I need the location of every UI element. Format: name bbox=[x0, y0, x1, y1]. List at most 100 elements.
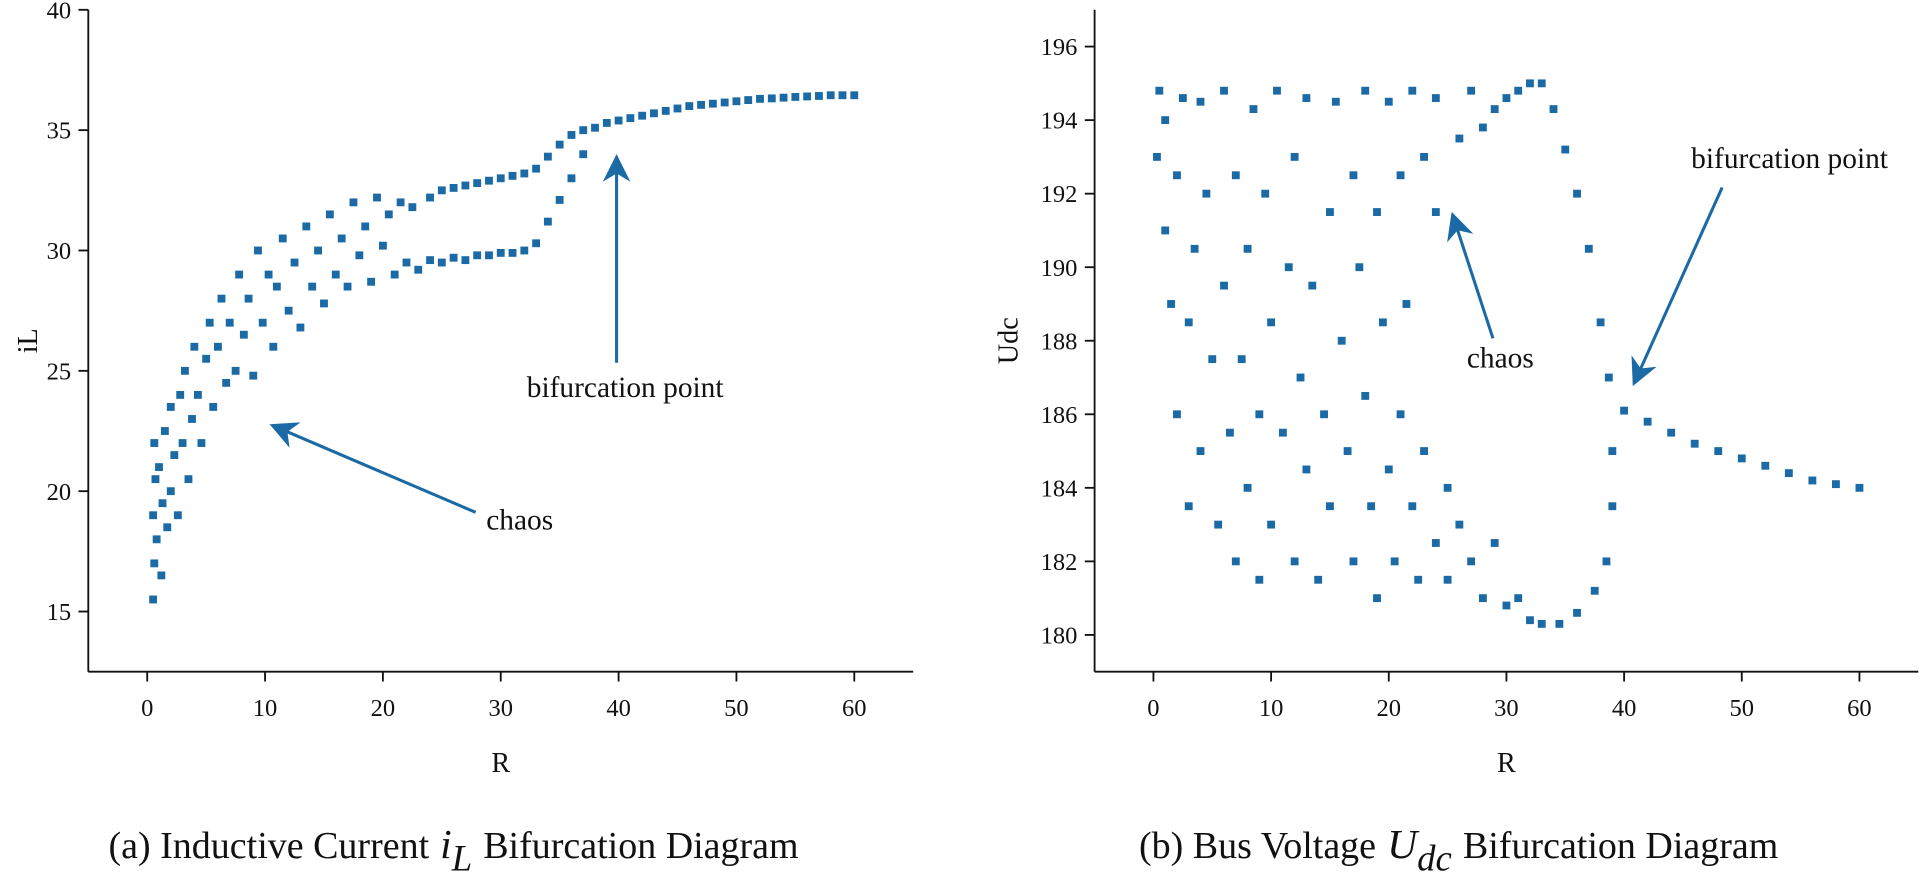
x-tick-label: 40 bbox=[1612, 695, 1637, 722]
point bbox=[1373, 208, 1381, 216]
point bbox=[296, 323, 305, 332]
point bbox=[1243, 483, 1252, 492]
point bbox=[496, 248, 505, 257]
annotation: chaos bbox=[486, 505, 553, 537]
point bbox=[1855, 483, 1864, 492]
point bbox=[473, 251, 482, 260]
point bbox=[1349, 557, 1358, 566]
point bbox=[838, 91, 847, 100]
point bbox=[1737, 454, 1746, 463]
x-tick-label: 40 bbox=[606, 695, 630, 722]
point bbox=[449, 183, 458, 192]
point bbox=[1326, 502, 1334, 511]
point bbox=[638, 111, 647, 120]
point bbox=[343, 282, 352, 291]
point bbox=[437, 258, 446, 267]
point bbox=[150, 439, 159, 447]
caption-tail: Bifurcation Diagram bbox=[1463, 825, 1778, 867]
point bbox=[1420, 152, 1428, 161]
point bbox=[1667, 428, 1676, 437]
caption: (a) Inductive Current iL Bifurcation Diagr… bbox=[109, 822, 799, 878]
point bbox=[1220, 86, 1228, 95]
point bbox=[331, 270, 340, 279]
point bbox=[803, 92, 812, 101]
point bbox=[1490, 105, 1499, 114]
point bbox=[254, 246, 262, 255]
point bbox=[239, 330, 248, 339]
point bbox=[426, 193, 434, 202]
point bbox=[1196, 447, 1205, 455]
y-tick-label: 188 bbox=[1041, 328, 1078, 355]
point bbox=[197, 439, 206, 447]
point bbox=[151, 475, 160, 484]
point bbox=[449, 253, 458, 262]
point bbox=[1555, 619, 1564, 628]
point bbox=[170, 451, 179, 459]
point bbox=[579, 150, 588, 159]
point bbox=[532, 239, 541, 248]
point bbox=[1431, 94, 1440, 102]
point bbox=[1643, 417, 1652, 426]
point bbox=[1514, 86, 1523, 95]
point bbox=[205, 318, 214, 327]
point bbox=[1243, 244, 1252, 253]
point bbox=[302, 222, 311, 231]
point bbox=[1396, 171, 1405, 180]
point bbox=[555, 196, 564, 204]
y-tick-label: 182 bbox=[1041, 549, 1078, 576]
x-tick-label: 20 bbox=[371, 695, 396, 722]
point bbox=[673, 104, 682, 113]
point bbox=[278, 234, 287, 243]
point bbox=[661, 106, 670, 115]
point bbox=[1237, 355, 1246, 364]
point bbox=[1173, 171, 1181, 180]
point bbox=[361, 222, 370, 231]
point bbox=[791, 93, 800, 101]
caption-subscript: dc bbox=[1417, 837, 1452, 878]
point bbox=[1284, 263, 1293, 272]
point bbox=[244, 294, 253, 303]
point bbox=[166, 487, 175, 496]
point bbox=[1414, 575, 1423, 584]
point bbox=[1431, 208, 1440, 216]
point bbox=[258, 318, 267, 327]
point bbox=[1355, 263, 1364, 272]
point bbox=[850, 91, 859, 100]
annotation: chaos bbox=[1467, 343, 1534, 375]
y-tick-label: 186 bbox=[1041, 402, 1078, 429]
point bbox=[756, 94, 764, 103]
point bbox=[178, 439, 187, 447]
x-tick-label: 10 bbox=[1259, 695, 1284, 722]
x-tick-label: 0 bbox=[141, 695, 153, 722]
point bbox=[1290, 557, 1299, 566]
point bbox=[567, 131, 576, 139]
point bbox=[384, 210, 393, 219]
y-tick-label: 190 bbox=[1041, 255, 1078, 282]
point bbox=[1478, 123, 1487, 132]
point bbox=[1514, 594, 1523, 603]
point bbox=[1384, 97, 1393, 106]
point bbox=[1831, 480, 1840, 489]
chart: 0 10 20 30 40 50 60 180 182 184 186 188 190 192 194 196… bbox=[993, 9, 1919, 878]
x-tick-label: 10 bbox=[253, 695, 278, 722]
caption-subscript: L bbox=[451, 837, 472, 878]
point bbox=[150, 559, 159, 568]
y-tick-label: 194 bbox=[1041, 108, 1078, 135]
point bbox=[149, 511, 158, 520]
point bbox=[1308, 281, 1317, 290]
point bbox=[744, 96, 753, 104]
point bbox=[1537, 79, 1546, 88]
x-tick-label: 30 bbox=[1494, 695, 1519, 722]
y-tick-label: 192 bbox=[1041, 181, 1078, 208]
point bbox=[1596, 318, 1605, 327]
point bbox=[176, 390, 185, 399]
point bbox=[1431, 539, 1440, 547]
point bbox=[209, 403, 218, 411]
point bbox=[414, 265, 423, 274]
point bbox=[485, 251, 493, 260]
point bbox=[1390, 557, 1399, 566]
point bbox=[222, 378, 231, 387]
point bbox=[225, 318, 234, 327]
point bbox=[532, 164, 541, 173]
